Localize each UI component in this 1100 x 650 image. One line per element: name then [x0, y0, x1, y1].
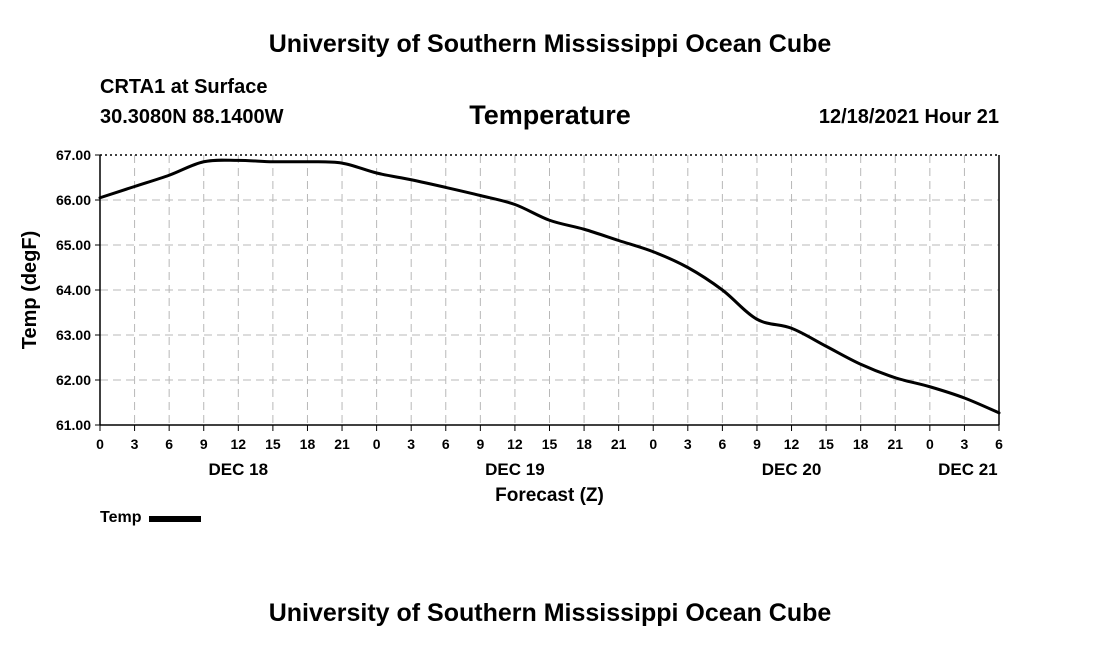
x-tick-label: 6 — [165, 436, 173, 452]
y-tick-label: 62.00 — [56, 372, 91, 388]
x-tick-label: 0 — [96, 436, 104, 452]
x-tick-label: 12 — [784, 436, 800, 452]
x-tick-label: 0 — [373, 436, 381, 452]
chart-series — [98, 158, 1001, 415]
x-tick-label: 15 — [265, 436, 281, 452]
x-tick-label: 21 — [334, 436, 350, 452]
date-label: DEC 18 — [209, 460, 269, 479]
x-tick-label: 21 — [887, 436, 903, 452]
x-tick-label: 3 — [961, 436, 969, 452]
x-tick-label: 15 — [542, 436, 558, 452]
series-line-temp — [98, 158, 1001, 415]
station-label: CRTA1 at Surface — [100, 76, 268, 98]
y-tick-label: 67.00 — [56, 147, 91, 163]
x-tick-label: 18 — [300, 436, 316, 452]
x-tick-label: 9 — [476, 436, 484, 452]
y-tick-label: 63.00 — [56, 327, 91, 343]
x-tick-label: 3 — [684, 436, 692, 452]
forecast-timestamp: 12/18/2021 Hour 21 — [818, 106, 999, 128]
x-tick-label: 6 — [442, 436, 450, 452]
x-tick-label: 6 — [718, 436, 726, 452]
y-tick-label: 64.00 — [56, 282, 91, 298]
x-tick-label: 0 — [649, 436, 657, 452]
variable-title: Temperature — [0, 100, 1100, 131]
x-tick-label: 3 — [407, 436, 415, 452]
station-coordinates: 30.3080N 88.1400W — [100, 106, 284, 128]
chart-axes — [95, 154, 1000, 431]
chart-legend: Temp — [100, 509, 202, 527]
date-label: DEC 19 — [485, 460, 545, 479]
y-tick-label: 61.00 — [56, 417, 91, 433]
y-tick-label: 65.00 — [56, 237, 91, 253]
footer-title: University of Southern Mississippi Ocean… — [268, 599, 832, 627]
x-tick-label: 9 — [200, 436, 208, 452]
x-tick-label: 9 — [753, 436, 761, 452]
variable-title-text: Temperature — [469, 100, 631, 130]
x-axis-title: Forecast (Z) — [495, 485, 604, 506]
chart-labels: 61.00 62.00 63.00 64.00 65.00 66.00 67.00 0 3 6 9 1… — [19, 147, 1003, 506]
x-tick-label: 12 — [231, 436, 247, 452]
legend-swatch-temp — [149, 516, 202, 522]
x-tick-label: 3 — [131, 436, 139, 452]
x-tick-label: 0 — [926, 436, 934, 452]
x-tick-label: 21 — [611, 436, 627, 452]
chart-grid — [100, 155, 999, 425]
x-tick-label: 18 — [853, 436, 869, 452]
date-label: DEC 21 — [938, 460, 998, 479]
y-axis-title: Temp (degF) — [19, 231, 41, 350]
y-tick-label: 66.00 — [56, 192, 91, 208]
date-label: DEC 20 — [762, 460, 822, 479]
x-tick-label: 6 — [995, 436, 1003, 452]
x-tick-label: 12 — [507, 436, 523, 452]
x-tick-label: 15 — [818, 436, 834, 452]
x-tick-label: 18 — [576, 436, 592, 452]
main-title: University of Southern Mississippi Ocean… — [268, 30, 832, 58]
legend-label-temp: Temp — [100, 509, 142, 526]
